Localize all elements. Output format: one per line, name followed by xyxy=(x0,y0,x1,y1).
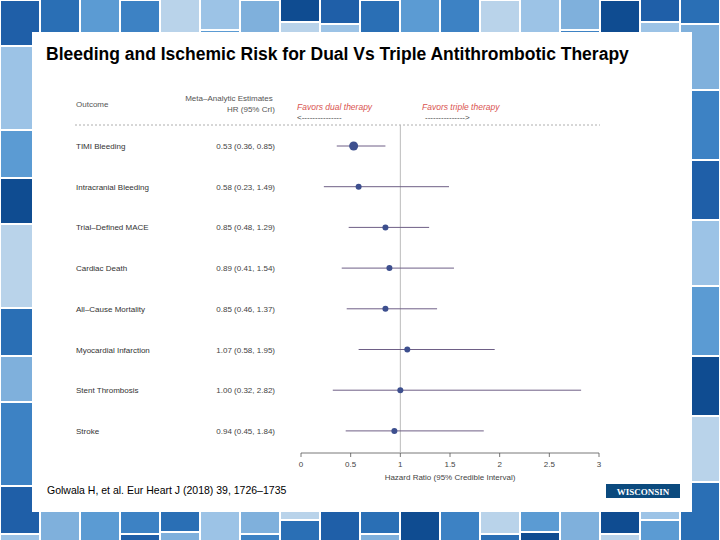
tile xyxy=(641,521,679,540)
tile xyxy=(161,0,199,33)
header-rule xyxy=(75,125,600,126)
outcome-label: Stroke xyxy=(76,427,100,436)
outcome-label: Myocardial Infarction xyxy=(76,346,150,355)
outcome-label: All–Cause Mortality xyxy=(76,305,145,314)
hazard-ratio-point xyxy=(356,184,362,190)
x-tick-label: 1 xyxy=(398,460,403,469)
content-panel xyxy=(32,32,692,512)
x-tick-label: 3 xyxy=(597,460,602,469)
tile xyxy=(321,0,359,23)
credible-interval xyxy=(359,349,495,350)
estimate-label: 0.94 (0.45, 1.84) xyxy=(216,427,275,436)
x-tick-label: 2.5 xyxy=(544,460,556,469)
forest-plot: Outcome Meta–Analytic Estimates HR (95% Cr… xyxy=(75,94,602,482)
tile xyxy=(1,535,39,540)
x-tick-label: 2 xyxy=(497,460,502,469)
credible-interval xyxy=(346,430,484,431)
tile xyxy=(361,535,399,540)
x-tick xyxy=(499,453,500,457)
tile xyxy=(601,535,639,540)
favors-arrow: ---------------> xyxy=(425,113,470,122)
tile xyxy=(521,533,559,540)
column-header: Outcome xyxy=(76,100,109,109)
logo-text: WISCONSIN xyxy=(617,487,670,497)
favors-label: Favors dual therapy xyxy=(297,102,373,112)
tile xyxy=(481,535,519,540)
estimate-label: 0.58 (0.23, 1.49) xyxy=(216,183,275,192)
x-tick xyxy=(450,453,451,457)
tile xyxy=(641,0,679,21)
estimate-label: 0.53 (0.36, 0.85) xyxy=(216,142,275,151)
hazard-ratio-point xyxy=(382,224,388,230)
credible-interval xyxy=(337,146,386,147)
x-tick xyxy=(301,453,302,457)
tile xyxy=(241,535,279,540)
hazard-ratio-point xyxy=(386,265,392,271)
x-tick xyxy=(549,453,550,457)
outcome-label: TIMI Bleeding xyxy=(76,142,125,151)
x-tick-label: 0 xyxy=(299,460,304,469)
reference-line xyxy=(400,125,401,453)
tile xyxy=(561,0,599,29)
logo-bar xyxy=(606,484,680,498)
x-tick-label: 0.5 xyxy=(345,460,357,469)
outcome-label: Cardiac Death xyxy=(76,264,127,273)
credible-interval xyxy=(333,390,581,391)
estimate-label: 0.85 (0.48, 1.29) xyxy=(216,223,275,232)
hazard-ratio-point xyxy=(397,387,403,393)
title: Bleeding and Ischemic Risk for Dual Vs T… xyxy=(46,42,646,66)
column-header: Meta–Analytic Estimates xyxy=(185,94,273,103)
tile xyxy=(521,0,559,33)
x-tick xyxy=(599,453,600,457)
tile xyxy=(161,533,199,540)
tile xyxy=(681,0,719,23)
tile-background xyxy=(0,0,720,540)
x-axis-label: Hazard Ratio (95% Credible Interval) xyxy=(385,473,516,482)
tile xyxy=(201,0,239,29)
tile xyxy=(121,535,159,540)
credible-interval xyxy=(347,308,437,309)
tile xyxy=(441,0,479,33)
credible-interval xyxy=(324,186,449,187)
hazard-ratio-point xyxy=(349,142,358,151)
favors-arrow: <--------------- xyxy=(297,113,342,122)
column-header: HR (95% CrI) xyxy=(227,105,275,114)
outcome-label: Trial–Defined MACE xyxy=(76,223,149,232)
logo: WISCONSIN xyxy=(606,484,680,498)
hazard-ratio-point xyxy=(382,306,388,312)
hazard-ratio-point xyxy=(404,347,410,353)
estimate-label: 0.85 (0.46, 1.37) xyxy=(216,305,275,314)
x-tick-label: 1.5 xyxy=(444,460,456,469)
marks xyxy=(324,125,581,453)
x-tick xyxy=(350,453,351,457)
credible-interval xyxy=(342,268,454,269)
tile xyxy=(281,0,319,21)
estimate-label: 0.89 (0.41, 1.54) xyxy=(216,264,275,273)
hazard-ratio-point xyxy=(391,428,397,434)
slide-canvas: Outcome Meta–Analytic Estimates HR (95% Cr… xyxy=(0,0,720,540)
estimate-label: 1.00 (0.32, 2.82) xyxy=(216,386,275,395)
outcome-label: Intracranial Bleeding xyxy=(76,183,149,192)
background xyxy=(0,0,720,540)
tile xyxy=(81,0,119,33)
x-tick xyxy=(400,453,401,457)
tile xyxy=(281,521,319,540)
estimate-label: 1.07 (0.58, 1.95) xyxy=(216,346,275,355)
source-citation: Golwala H, et al. Eur Heart J (2018) 39,… xyxy=(47,484,286,496)
favors-label: Favors triple therapy xyxy=(422,102,500,112)
slide: Outcome Meta–Analytic Estimates HR (95% Cr… xyxy=(0,0,720,540)
outcome-label: Stent Thrombosis xyxy=(76,386,139,395)
credible-interval xyxy=(349,227,429,228)
